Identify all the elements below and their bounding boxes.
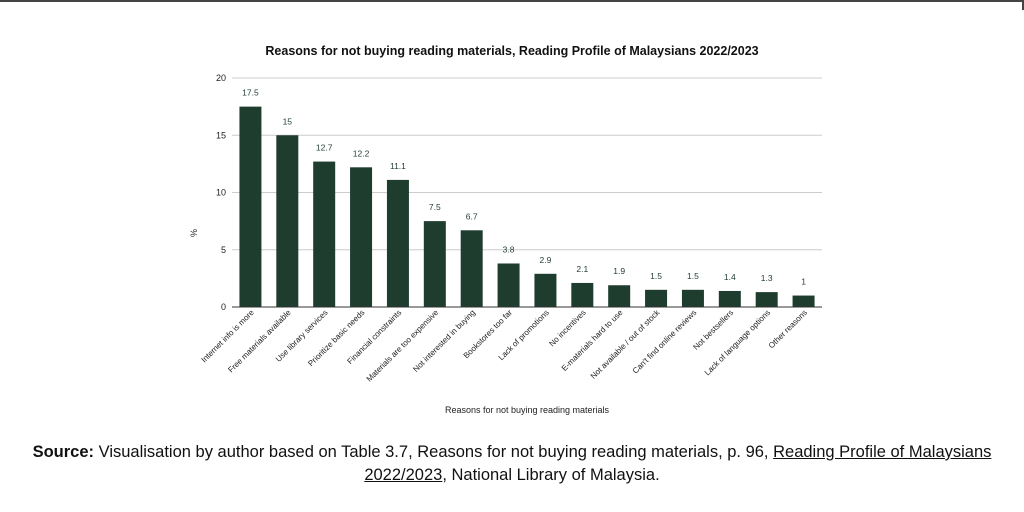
bar [239,106,262,307]
x-axis-label: Reasons for not buying reading materials [445,405,610,415]
source-text-end: , National Library of Malaysia. [442,466,660,484]
source-label: Source: [32,443,95,461]
right-border-line [1022,0,1024,10]
bar [534,273,557,307]
bar [313,161,336,307]
bar [497,263,520,307]
bar-chart: Reasons for not buying reading materials… [189,44,822,415]
bar [792,295,815,307]
x-tick-label: Materials are too expensive [365,308,441,384]
report-link-part2[interactable]: 2022/2023 [364,466,443,484]
y-tick-label: 15 [216,130,226,140]
data-label: 3.8 [503,244,515,254]
bar [423,221,446,307]
report-link-part1[interactable]: Reading Profile of Malaysians [773,443,992,461]
data-label: 6.7 [466,211,478,221]
bar [276,135,299,307]
x-tick-label: Free materials available [226,308,293,375]
source-caption: Source: Visualisation by author based on… [0,441,1024,487]
data-label: 1.5 [650,271,662,281]
data-label: 2.1 [576,264,588,274]
x-tick-label: Lack of language options [703,308,772,377]
bar [460,230,483,307]
y-tick-label: 0 [221,302,226,312]
data-label: 12.7 [316,143,333,153]
bars [239,106,815,307]
y-axis-label: % [189,229,199,237]
x-tick-label: Other reasons [767,308,809,350]
top-border-line [0,0,1024,2]
y-axis-ticks: 0 5 10 15 20 [216,73,226,312]
data-label: 1.3 [761,273,773,283]
data-label: 15 [283,116,293,126]
bar [718,290,741,307]
y-tick-label: 20 [216,73,226,83]
bar [608,285,631,307]
bar [386,179,409,307]
data-label: 1 [801,277,806,287]
data-label: 1.9 [613,266,625,276]
y-tick-label: 5 [221,245,226,255]
data-label: 17.5 [242,88,259,98]
data-label: 12.2 [353,148,370,158]
x-tick-label: E-materials hard to use [560,308,625,373]
data-label: 11.1 [390,161,406,171]
data-label: 2.9 [540,255,552,265]
bar [755,292,778,307]
x-tick-label: No incentives [547,308,587,348]
x-tick-label: Not interested in buying [411,308,477,374]
data-label: 1.4 [724,272,736,282]
value-labels: 17.5 15 12.7 12.2 11.1 7.5 6.7 3.8 2.9 2.1 1.9 1.5 1… [242,88,806,287]
x-tick-label: Not available / out of stock [589,307,662,380]
bar [350,167,373,307]
data-label: 7.5 [429,202,441,212]
y-tick-label: 10 [216,188,226,198]
source-text: Visualisation by author based on Table 3… [94,443,774,461]
data-label: 1.5 [687,271,699,281]
chart-title: Reasons for not buying reading materials… [265,44,758,58]
x-tick-label: Can't find online reviews [631,308,699,376]
bar [571,282,594,307]
bar [681,289,704,307]
bar [645,289,668,307]
